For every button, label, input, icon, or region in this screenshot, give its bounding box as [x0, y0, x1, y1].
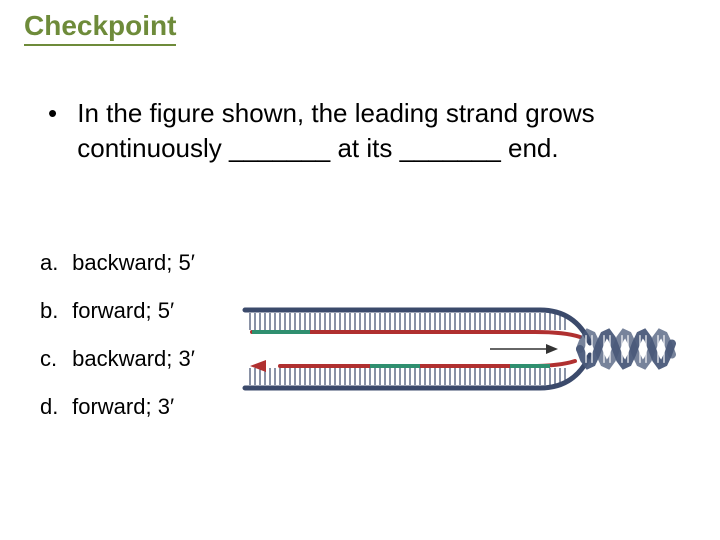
option-text: forward; 5′	[72, 298, 174, 323]
dna-diagram-svg	[240, 280, 680, 430]
option-a: a. backward; 5′	[40, 250, 195, 276]
question-text: In the figure shown, the leading strand …	[77, 96, 671, 166]
option-text: backward; 3′	[72, 346, 195, 371]
option-text: forward; 3′	[72, 394, 174, 419]
option-c: c. backward; 3′	[40, 346, 195, 372]
option-d: d. forward; 3′	[40, 394, 195, 420]
option-b: b. forward; 5′	[40, 298, 195, 324]
bullet: •	[48, 96, 70, 131]
option-letter: c.	[40, 346, 66, 372]
option-letter: b.	[40, 298, 66, 324]
option-letter: d.	[40, 394, 66, 420]
option-text: backward; 5′	[72, 250, 195, 275]
option-letter: a.	[40, 250, 66, 276]
dna-replication-figure	[240, 280, 680, 430]
question-block: • In the figure shown, the leading stran…	[48, 96, 672, 166]
answer-options: a. backward; 5′ b. forward; 5′ c. backwa…	[40, 250, 195, 442]
slide-title: Checkpoint	[24, 10, 176, 46]
